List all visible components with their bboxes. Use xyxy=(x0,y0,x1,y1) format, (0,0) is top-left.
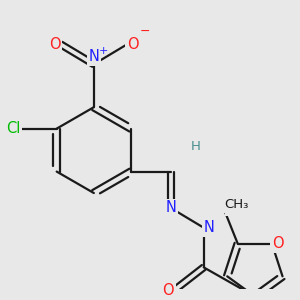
Text: O: O xyxy=(272,236,284,251)
Text: H: H xyxy=(190,140,200,153)
Text: N: N xyxy=(165,200,176,215)
Text: +: + xyxy=(99,46,108,56)
Text: Cl: Cl xyxy=(6,121,20,136)
Text: N: N xyxy=(204,220,214,235)
Text: O: O xyxy=(162,283,174,298)
Text: H: H xyxy=(227,202,237,214)
Text: CH₃: CH₃ xyxy=(225,198,249,211)
Text: N: N xyxy=(88,49,99,64)
Text: O: O xyxy=(127,37,139,52)
Text: O: O xyxy=(49,37,61,52)
Text: −: − xyxy=(140,25,151,38)
